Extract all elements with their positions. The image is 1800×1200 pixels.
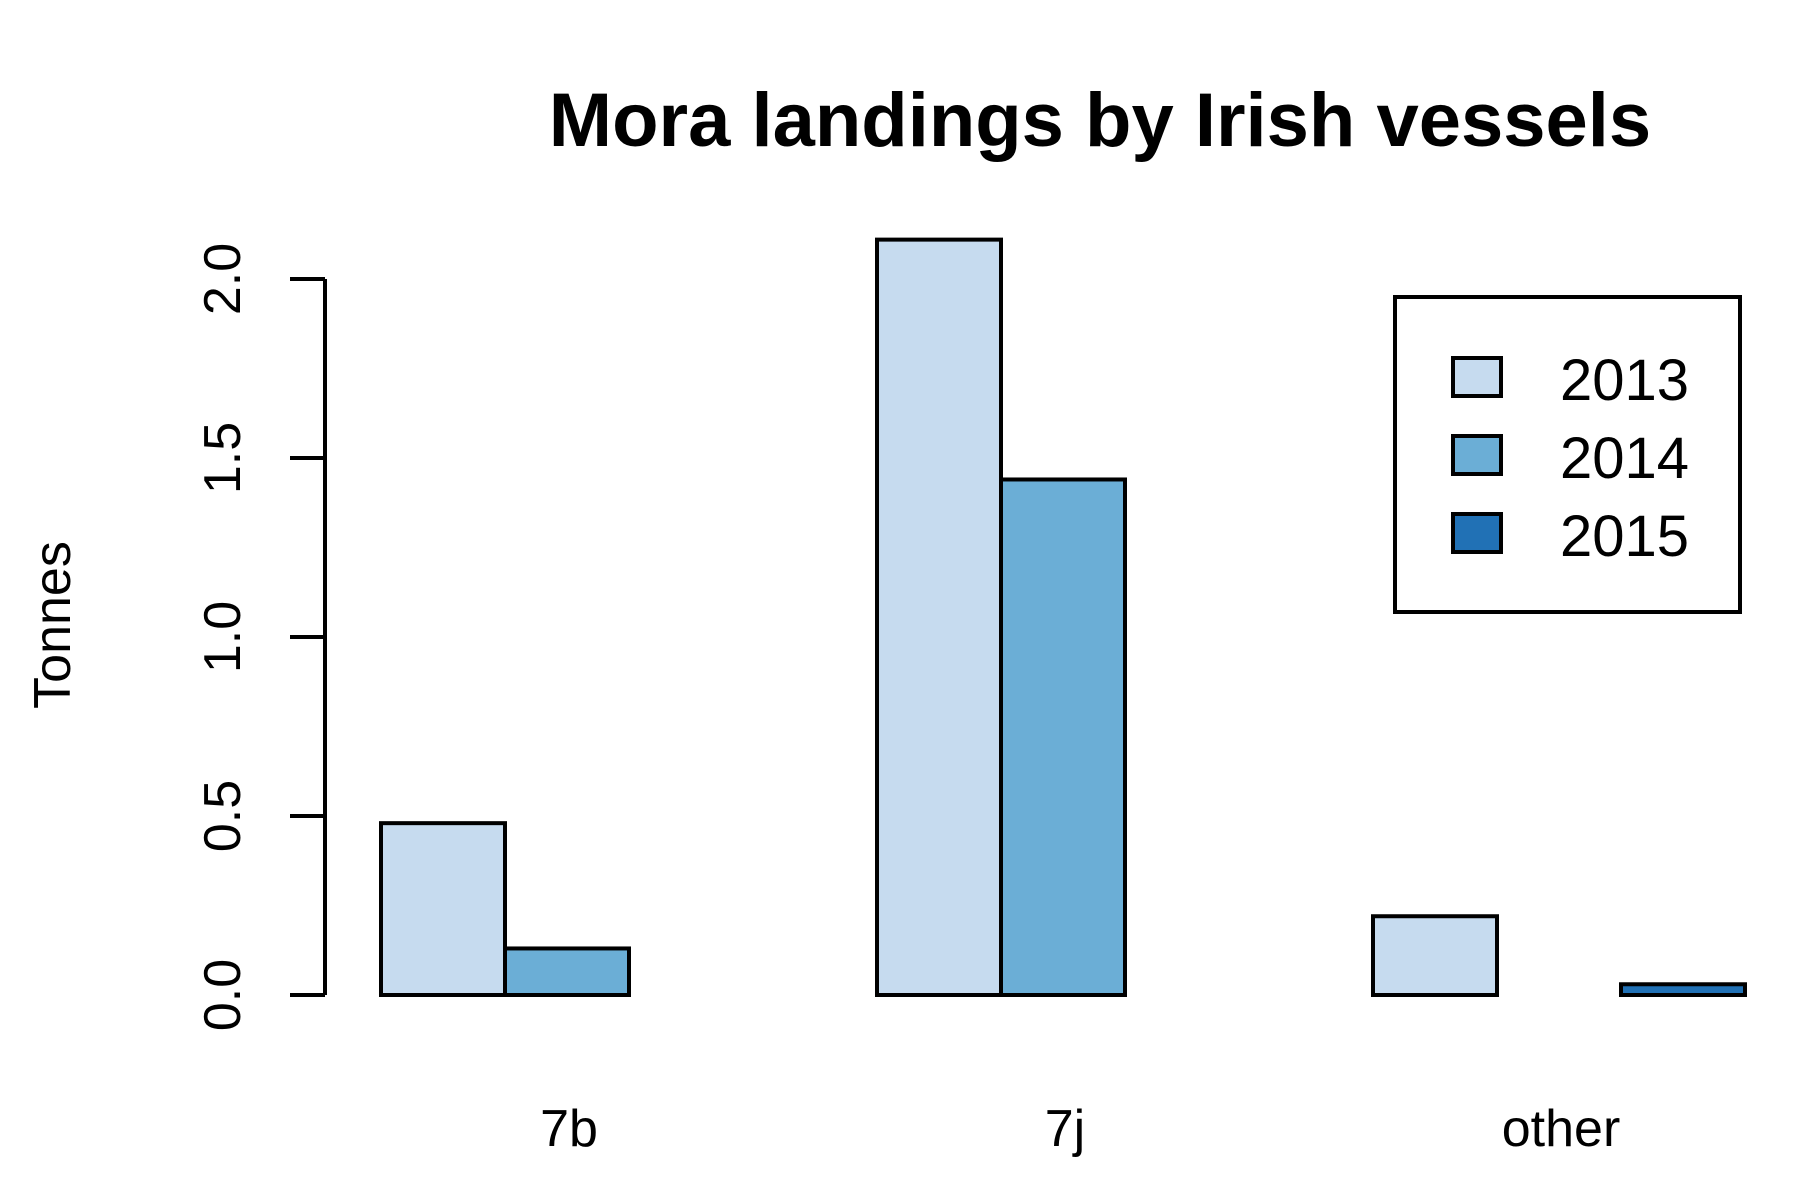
bar-7j-2013	[875, 237, 1003, 997]
y-tick-label: 1.0	[194, 601, 252, 673]
chart-title: Mora landings by Irish vessels	[549, 78, 1651, 163]
y-tick-label: 0.0	[194, 959, 252, 1031]
legend-swatch-2014	[1451, 434, 1503, 476]
y-axis-title: Tonnes	[24, 541, 82, 709]
bar-7j-2014	[999, 477, 1127, 998]
bar-7b-2013	[379, 821, 507, 997]
legend-label-2014: 2014	[1560, 426, 1689, 491]
bars-group	[379, 237, 1747, 998]
legend-label-2015: 2015	[1560, 504, 1689, 569]
x-tick-label: 7b	[540, 1100, 598, 1158]
legend-swatch-2015	[1451, 512, 1503, 554]
bar-7b-2014	[503, 946, 631, 998]
legend-label-2013: 2013	[1560, 348, 1689, 413]
y-tick-label: 0.5	[194, 780, 252, 852]
bar-other-2013	[1371, 914, 1499, 997]
x-tick-label: 7j	[1045, 1100, 1085, 1158]
y-axis: 0.0 0.5 1.0 1.5 2.0	[194, 243, 327, 1031]
y-tick-label: 2.0	[194, 243, 252, 315]
bar-other-2015	[1619, 982, 1747, 998]
x-axis-labels: 7b 7j other	[540, 1100, 1620, 1158]
x-tick-label: other	[1502, 1100, 1621, 1158]
legend-swatch-2013	[1451, 356, 1503, 398]
y-tick-label: 1.5	[194, 422, 252, 494]
legend: 2013 2014 2015	[1393, 295, 1742, 614]
